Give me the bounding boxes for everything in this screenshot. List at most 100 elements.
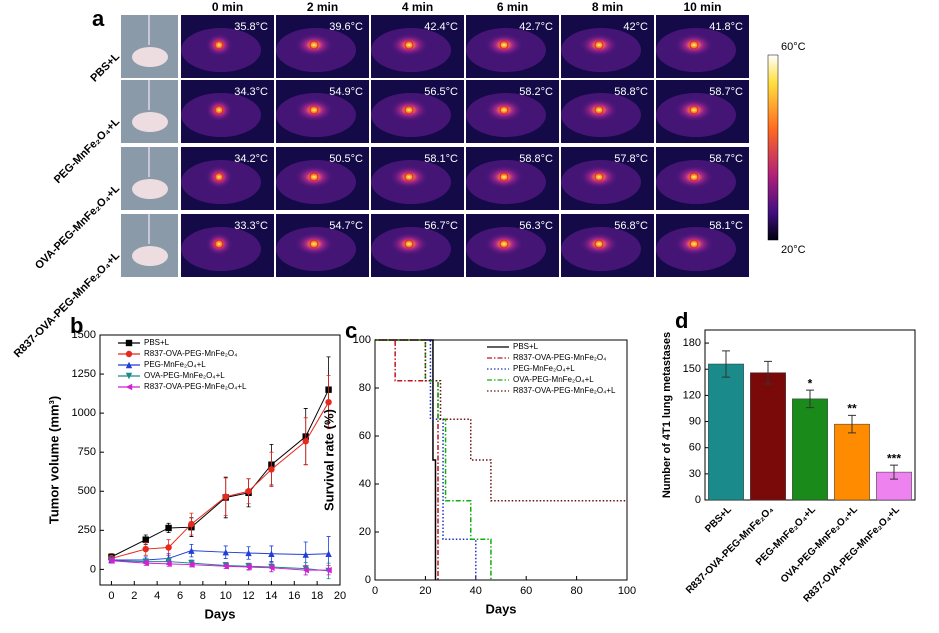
marker <box>222 548 229 556</box>
x-axis-label: Days <box>204 606 235 621</box>
significance: ** <box>847 402 857 416</box>
hot-spot <box>579 165 619 189</box>
temperature: 58.7°C <box>709 86 743 98</box>
target <box>499 105 509 115</box>
marker <box>302 438 309 445</box>
temperature: 58.7°C <box>709 153 743 165</box>
hot-spot <box>294 33 334 57</box>
target <box>309 105 319 115</box>
legend-label: PEG-MnFe₂O₄+L <box>144 360 206 369</box>
target <box>214 40 224 50</box>
marker <box>268 564 275 572</box>
x-tick-label: 6 <box>177 590 183 602</box>
y-tick-label: 500 <box>78 485 96 497</box>
hot-spot <box>205 33 233 57</box>
temperature: 54.7°C <box>329 220 363 232</box>
legend-label: R837-OVA-PEG-MnFe₂O₄+L <box>513 386 616 395</box>
marker <box>188 561 195 568</box>
hot-spot <box>579 33 619 57</box>
y-axis-label: Number of 4T1 lung metastases <box>661 332 673 498</box>
y-tick-label: 1000 <box>72 407 96 419</box>
temperature: 35.8°C <box>234 21 268 33</box>
target <box>404 239 414 249</box>
temperature: 42.4°C <box>424 21 458 33</box>
mouse-body <box>132 179 168 199</box>
x-tick-label: 20 <box>334 590 346 602</box>
hot-spot <box>205 98 233 122</box>
hot-spot <box>674 98 714 122</box>
temperature: 58.8°C <box>519 153 553 165</box>
y-tick-label: 750 <box>78 446 96 458</box>
target <box>404 172 414 182</box>
legend-label: PBS+L <box>144 338 170 347</box>
temperature: 33.3°C <box>234 220 268 232</box>
colorbar-label: 20°C <box>781 244 806 256</box>
y-tick-label: 0 <box>695 494 701 506</box>
hot-spot <box>294 98 334 122</box>
target <box>404 40 414 50</box>
y-axis-label: Tumor volume (mm³) <box>46 396 61 524</box>
bar <box>750 372 786 501</box>
hot-spot <box>484 33 524 57</box>
mouse-body <box>132 47 168 67</box>
mouse-body <box>132 112 168 132</box>
target <box>404 105 414 115</box>
laser <box>148 80 150 110</box>
y-tick-label: 0 <box>90 563 96 575</box>
target <box>214 239 224 249</box>
temperature: 34.3°C <box>234 86 268 98</box>
temperature: 41.8°C <box>709 21 743 33</box>
bar <box>708 363 744 501</box>
marker <box>325 398 332 406</box>
target <box>594 105 604 115</box>
marker <box>165 560 172 568</box>
y-tick-label: 60 <box>359 430 371 442</box>
column-header: 10 min <box>683 0 721 14</box>
y-tick-label: 60 <box>689 442 701 454</box>
marker <box>325 566 332 574</box>
hot-spot <box>389 232 429 256</box>
legend-label: R837-OVA-PEG-MnFe₂O₄+L <box>144 382 247 391</box>
panel-label: c <box>345 318 357 343</box>
x-tick-label: 18 <box>311 590 323 602</box>
series-line <box>375 339 439 580</box>
target <box>309 40 319 50</box>
y-tick-label: 0 <box>365 574 371 586</box>
target <box>689 40 699 50</box>
x-tick-label: 40 <box>470 585 482 597</box>
x-tick-label: 20 <box>419 585 431 597</box>
x-tick-label: 80 <box>570 585 582 597</box>
legend-label: OVA-PEG-MnFe₂O₄+L <box>513 375 594 384</box>
temperature: 42°C <box>623 21 648 33</box>
x-tick-label: 100 <box>618 585 636 597</box>
x-tick-label: 60 <box>520 585 532 597</box>
error-bar <box>764 360 772 385</box>
plot-frame <box>99 334 341 586</box>
marker <box>165 524 172 532</box>
row-label: PBS+L <box>88 50 122 84</box>
hot-spot <box>205 232 233 256</box>
temperature: 58.8°C <box>614 86 648 98</box>
y-tick-label: 180 <box>683 337 701 349</box>
marker <box>125 383 133 391</box>
x-tick-label: 0 <box>108 590 114 602</box>
temperature: 56.7°C <box>424 220 458 232</box>
temperature: 56.3°C <box>519 220 553 232</box>
legend-label: PBS+L <box>513 342 539 351</box>
hot-spot <box>484 98 524 122</box>
marker <box>108 557 115 564</box>
laser <box>148 147 150 177</box>
y-tick-label: 40 <box>359 478 371 490</box>
legend-label: R837-OVA-PEG-MnFe₂O₄ <box>513 353 606 362</box>
y-axis-label: Survival rate (%) <box>321 409 336 511</box>
target <box>594 40 604 50</box>
hot-spot <box>579 98 619 122</box>
y-tick-label: 30 <box>689 468 701 480</box>
target <box>499 172 509 182</box>
marker <box>125 339 133 347</box>
hot-spot <box>579 232 619 256</box>
target <box>594 172 604 182</box>
x-tick-label: 14 <box>265 590 277 602</box>
y-tick-label: 100 <box>353 334 371 346</box>
target <box>309 239 319 249</box>
